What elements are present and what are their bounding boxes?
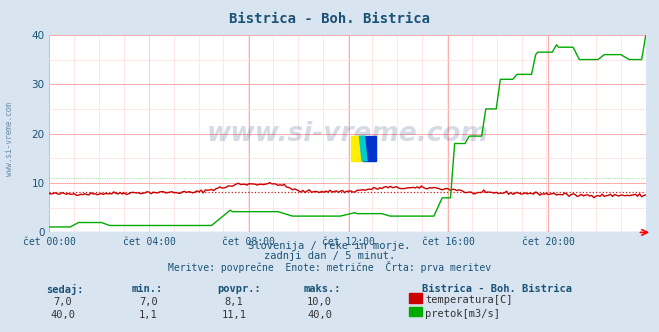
- Polygon shape: [359, 136, 367, 161]
- Text: sedaj:: sedaj:: [46, 284, 84, 295]
- Text: zadnji dan / 5 minut.: zadnji dan / 5 minut.: [264, 251, 395, 261]
- Text: Bistrica - Boh. Bistrica: Bistrica - Boh. Bistrica: [422, 284, 572, 294]
- Text: Bistrica - Boh. Bistrica: Bistrica - Boh. Bistrica: [229, 12, 430, 26]
- Text: 1,1: 1,1: [139, 310, 158, 320]
- Text: www.si-vreme.com: www.si-vreme.com: [207, 121, 488, 147]
- Text: 7,0: 7,0: [139, 297, 158, 307]
- Text: 40,0: 40,0: [50, 310, 75, 320]
- Text: 10,0: 10,0: [307, 297, 332, 307]
- Text: 11,1: 11,1: [221, 310, 246, 320]
- Text: 40,0: 40,0: [307, 310, 332, 320]
- Text: min.:: min.:: [132, 284, 163, 294]
- Text: pretok[m3/s]: pretok[m3/s]: [425, 309, 500, 319]
- Text: 7,0: 7,0: [53, 297, 72, 307]
- Polygon shape: [363, 136, 376, 161]
- Text: Meritve: povprečne  Enote: metrične  Črta: prva meritev: Meritve: povprečne Enote: metrične Črta:…: [168, 261, 491, 273]
- Text: povpr.:: povpr.:: [217, 284, 261, 294]
- Text: www.si-vreme.com: www.si-vreme.com: [5, 103, 14, 176]
- Text: maks.:: maks.:: [303, 284, 341, 294]
- Text: temperatura[C]: temperatura[C]: [425, 295, 513, 305]
- Text: 8,1: 8,1: [225, 297, 243, 307]
- Bar: [351, 136, 363, 161]
- Text: Slovenija / reke in morje.: Slovenija / reke in morje.: [248, 241, 411, 251]
